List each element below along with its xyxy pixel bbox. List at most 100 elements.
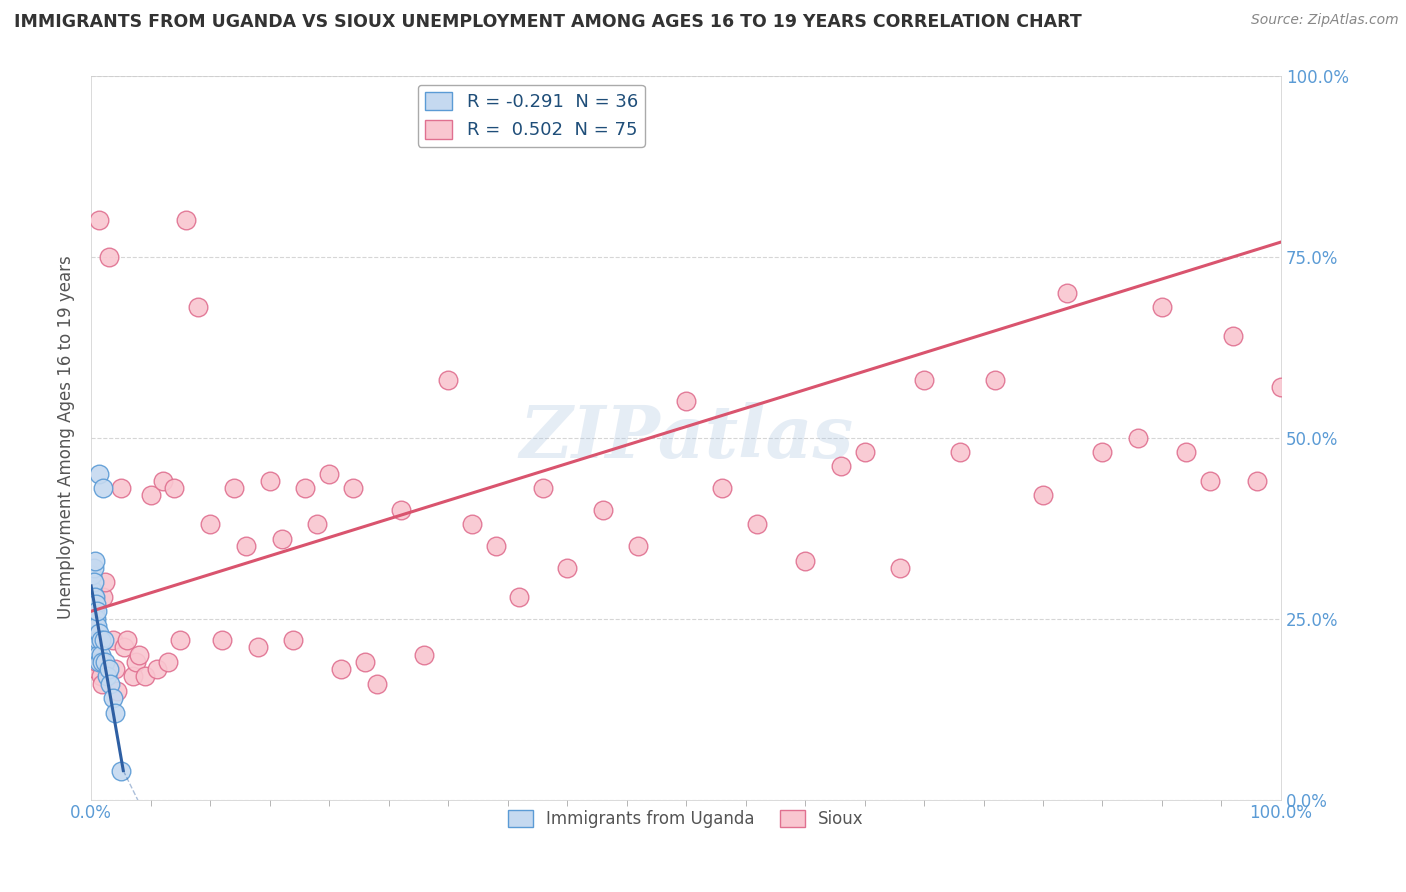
Point: [794, 553, 817, 567]
Point: [121, 669, 143, 683]
Point: [84, 611, 107, 625]
Point: [86, 655, 108, 669]
Point: [912, 373, 935, 387]
Point: [389, 503, 412, 517]
Point: [1246, 474, 1268, 488]
Point: [1032, 488, 1054, 502]
Point: [90, 669, 112, 683]
Point: [87, 640, 110, 655]
Point: [94, 655, 117, 669]
Point: [366, 676, 388, 690]
Point: [83, 648, 105, 662]
Point: [853, 445, 876, 459]
Point: [187, 300, 209, 314]
Point: [83, 611, 105, 625]
Point: [86, 619, 108, 633]
Point: [259, 474, 281, 488]
Point: [353, 655, 375, 669]
Point: [461, 517, 484, 532]
Point: [125, 655, 148, 669]
Legend: Immigrants from Uganda, Sioux: Immigrants from Uganda, Sioux: [502, 803, 870, 835]
Point: [1056, 285, 1078, 300]
Point: [83, 633, 105, 648]
Point: [84, 633, 107, 648]
Point: [96, 669, 118, 683]
Point: [89, 655, 111, 669]
Point: [627, 539, 650, 553]
Point: [157, 655, 180, 669]
Text: ZIPatlas: ZIPatlas: [519, 402, 853, 473]
Text: Source: ZipAtlas.com: Source: ZipAtlas.com: [1251, 13, 1399, 28]
Point: [318, 467, 340, 481]
Point: [87, 648, 110, 662]
Y-axis label: Unemployment Among Ages 16 to 19 years: Unemployment Among Ages 16 to 19 years: [58, 256, 75, 619]
Point: [1174, 445, 1197, 459]
Point: [115, 633, 138, 648]
Point: [675, 394, 697, 409]
Point: [83, 575, 105, 590]
Point: [83, 619, 105, 633]
Point: [508, 590, 530, 604]
Point: [413, 648, 436, 662]
Point: [104, 706, 127, 720]
Point: [949, 445, 972, 459]
Point: [86, 604, 108, 618]
Point: [145, 662, 167, 676]
Point: [83, 561, 105, 575]
Point: [90, 633, 112, 648]
Point: [91, 481, 114, 495]
Point: [139, 488, 162, 502]
Point: [555, 561, 578, 575]
Point: [91, 590, 114, 604]
Point: [101, 691, 124, 706]
Point: [235, 539, 257, 553]
Point: [984, 373, 1007, 387]
Point: [83, 633, 105, 648]
Point: [134, 669, 156, 683]
Point: [176, 213, 198, 227]
Point: [83, 590, 105, 604]
Point: [83, 604, 105, 618]
Point: [82, 597, 104, 611]
Point: [283, 633, 305, 648]
Point: [87, 633, 110, 648]
Point: [84, 648, 107, 662]
Point: [93, 633, 115, 648]
Point: [98, 250, 121, 264]
Point: [211, 633, 233, 648]
Point: [128, 648, 150, 662]
Point: [104, 662, 127, 676]
Point: [82, 582, 104, 597]
Point: [86, 640, 108, 655]
Point: [98, 676, 121, 690]
Point: [1150, 300, 1173, 314]
Point: [84, 662, 107, 676]
Point: [1128, 430, 1150, 444]
Point: [1222, 329, 1244, 343]
Point: [82, 611, 104, 625]
Point: [294, 481, 316, 495]
Point: [710, 481, 733, 495]
Point: [90, 648, 112, 662]
Point: [163, 481, 186, 495]
Point: [437, 373, 460, 387]
Text: IMMIGRANTS FROM UGANDA VS SIOUX UNEMPLOYMENT AMONG AGES 16 TO 19 YEARS CORRELATI: IMMIGRANTS FROM UGANDA VS SIOUX UNEMPLOY…: [14, 13, 1081, 31]
Point: [1091, 445, 1114, 459]
Point: [94, 575, 117, 590]
Point: [90, 655, 112, 669]
Point: [114, 640, 136, 655]
Point: [83, 553, 105, 567]
Point: [152, 474, 174, 488]
Point: [1270, 380, 1292, 394]
Point: [98, 662, 121, 676]
Point: [330, 662, 353, 676]
Point: [101, 633, 124, 648]
Point: [307, 517, 329, 532]
Point: [592, 503, 614, 517]
Point: [89, 626, 111, 640]
Point: [89, 467, 111, 481]
Point: [485, 539, 508, 553]
Point: [747, 517, 769, 532]
Point: [1198, 474, 1220, 488]
Point: [830, 459, 852, 474]
